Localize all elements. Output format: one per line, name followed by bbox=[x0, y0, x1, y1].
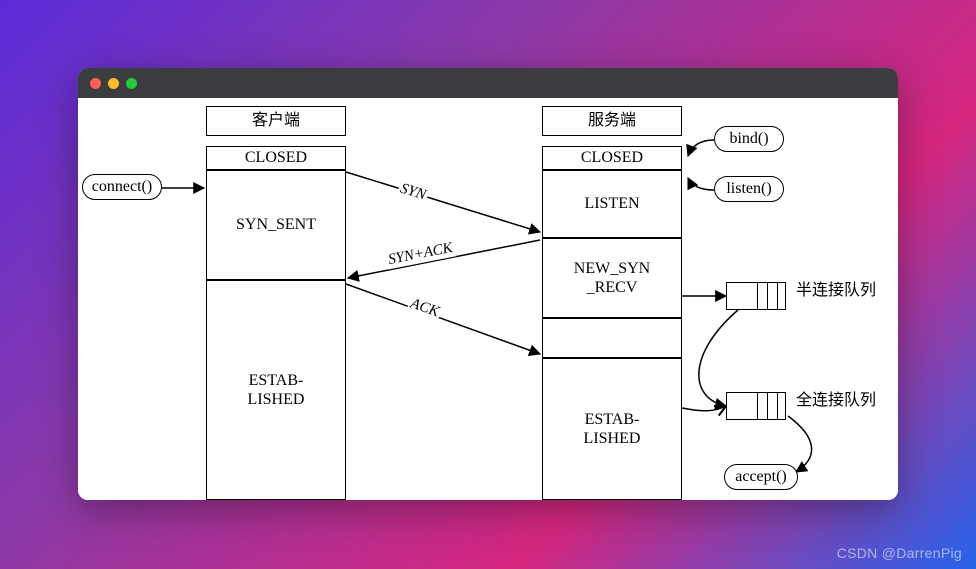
server-state-established: ESTAB- LISHED bbox=[542, 358, 682, 500]
server-header: 服务端 bbox=[542, 106, 682, 136]
full-queue-label: 全连接队列 bbox=[796, 386, 876, 410]
server-state-new-syn-recv: NEW_SYN _RECV bbox=[542, 238, 682, 318]
call-connect: connect() bbox=[82, 174, 162, 200]
client-state-syn-sent: SYN_SENT bbox=[206, 170, 346, 280]
msg-syn: SYN bbox=[396, 180, 430, 205]
window-close-dot[interactable] bbox=[90, 78, 101, 89]
client-header: 客户端 bbox=[206, 106, 346, 136]
call-accept: accept() bbox=[724, 464, 798, 490]
macos-window: 客户端 CLOSED SYN_SENT ESTAB- LISHED 服务端 CL… bbox=[78, 68, 898, 500]
window-max-dot[interactable] bbox=[126, 78, 137, 89]
titlebar bbox=[78, 68, 898, 98]
server-state-listen: LISTEN bbox=[542, 170, 682, 238]
watermark: CSDN @DarrenPig bbox=[837, 545, 962, 561]
client-state-closed: CLOSED bbox=[206, 146, 346, 170]
server-state-closed: CLOSED bbox=[542, 146, 682, 170]
half-queue-label: 半连接队列 bbox=[796, 276, 876, 300]
msg-ack: ACK bbox=[406, 295, 443, 322]
client-state-established: ESTAB- LISHED bbox=[206, 280, 346, 500]
half-connect-queue bbox=[726, 282, 786, 310]
call-listen: listen() bbox=[714, 176, 784, 202]
msg-synack: SYN+ACK bbox=[385, 240, 456, 270]
full-connect-queue bbox=[726, 392, 786, 420]
diagram-canvas: 客户端 CLOSED SYN_SENT ESTAB- LISHED 服务端 CL… bbox=[78, 98, 898, 500]
call-bind: bind() bbox=[714, 126, 784, 152]
window-min-dot[interactable] bbox=[108, 78, 119, 89]
server-state-gap bbox=[542, 318, 682, 358]
